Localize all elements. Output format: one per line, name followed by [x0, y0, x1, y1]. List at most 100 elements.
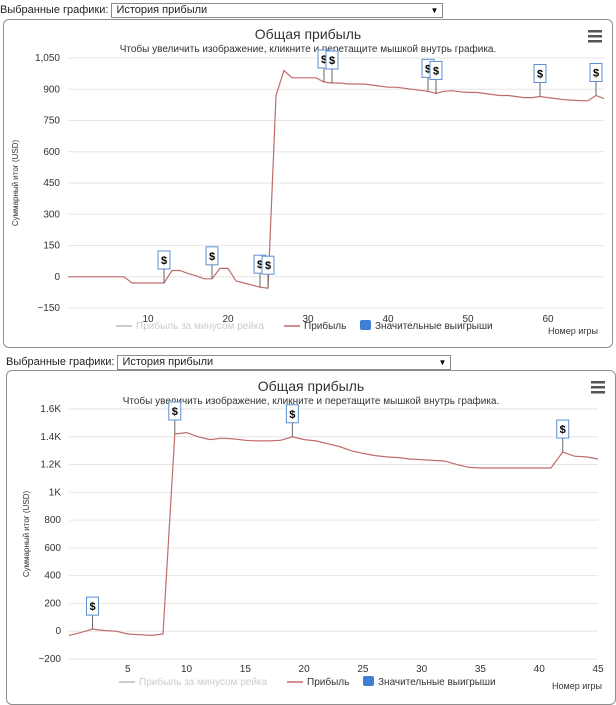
flag-box — [325, 50, 339, 70]
chart-title: Общая прибыль — [255, 26, 361, 42]
chart-selector-row-2: Выбранные графики: История прибыли ▼ — [6, 353, 452, 371]
chevron-down-icon: ▼ — [438, 357, 447, 367]
y-tick-label: 900 — [43, 84, 60, 95]
chart-selector-row-1: Выбранные графики: История прибыли ▼ — [0, 1, 444, 19]
flag-label: $ — [321, 54, 327, 66]
flag-label: $ — [593, 68, 599, 80]
flag-label: $ — [425, 63, 431, 75]
hamburger-menu-icon[interactable] — [591, 381, 605, 394]
y-axis-title: Суммарный итог (USD) — [11, 140, 20, 227]
y-tick-label: 400 — [44, 571, 61, 582]
x-tick-label: 45 — [592, 664, 604, 675]
y-tick-label: 300 — [43, 209, 60, 220]
menu-bar — [591, 386, 605, 389]
legend-item-big-wins[interactable]: Значительные выигрыши — [363, 676, 496, 688]
big-win-flag[interactable]: $ — [325, 50, 339, 83]
y-tick-label: 1K — [49, 487, 62, 498]
big-win-flag[interactable]: $ — [533, 64, 547, 97]
flag-label: $ — [560, 424, 566, 436]
flag-label: $ — [89, 601, 95, 613]
profit-series-line — [68, 431, 599, 637]
x-tick-label: 35 — [475, 664, 487, 675]
y-tick-label: 800 — [44, 515, 61, 526]
x-axis-title: Номер игры — [552, 681, 602, 691]
x-tick-label: 10 — [181, 664, 193, 675]
legend-item-profit[interactable]: Прибыль — [287, 676, 349, 688]
flag-box — [589, 63, 603, 82]
chart-select-dropdown[interactable]: История прибыли ▼ — [117, 354, 452, 370]
chevron-down-icon: ▼ — [430, 5, 439, 15]
big-win-flag[interactable]: $ — [589, 63, 603, 96]
big-win-flag[interactable]: $ — [285, 404, 299, 437]
y-tick-label: 200 — [44, 598, 61, 609]
x-tick-label: 30 — [302, 314, 314, 325]
y-tick-label: 600 — [44, 543, 61, 554]
menu-bar — [588, 40, 602, 43]
flag-label: $ — [537, 69, 543, 81]
legend-label: Прибыль — [304, 320, 346, 332]
menu-bar — [588, 30, 602, 33]
y-tick-label: 450 — [43, 178, 60, 189]
flag-label: $ — [433, 65, 439, 77]
flag-box — [261, 255, 275, 275]
legend-item-rake[interactable]: Прибыль за минусом рейка — [116, 320, 265, 332]
chart-subtitle: Чтобы увеличить изображение, кликните и … — [120, 43, 497, 55]
hamburger-menu-icon[interactable] — [588, 30, 602, 43]
legend-item-rake[interactable]: Прибыль за минусом рейка — [119, 676, 268, 688]
flag-box — [205, 246, 219, 266]
flag-label: $ — [329, 55, 335, 67]
flag-label: $ — [161, 255, 167, 267]
legend-square-marker — [360, 320, 371, 330]
legend-label: Прибыль за минусом рейка — [139, 676, 268, 688]
flag-label: $ — [209, 251, 215, 263]
y-tick-label: 1,050 — [35, 53, 60, 64]
flag-box — [86, 596, 100, 616]
big-win-flag[interactable]: $ — [261, 255, 275, 289]
x-tick-label: 30 — [416, 664, 428, 675]
menu-bar — [591, 381, 605, 384]
flag-box — [168, 401, 182, 421]
x-tick-label: 20 — [299, 664, 311, 675]
legend-label: Значительные выигрыши — [375, 321, 493, 332]
y-tick-label: 750 — [43, 116, 60, 127]
legend-label: Прибыль за минусом рейка — [136, 320, 265, 332]
flag-label: $ — [289, 409, 295, 421]
y-tick-label: 600 — [43, 147, 60, 158]
flag-label: $ — [265, 260, 271, 272]
legend-square-marker — [363, 676, 374, 686]
big-win-flag[interactable]: $ — [157, 250, 171, 283]
chart-svg: −200 0 200 400 600 800 1K 1.2K 1.4K 1.6K 5 10 15 20 25… — [22, 378, 605, 691]
y-tick-label: −150 — [37, 303, 60, 314]
menu-bar — [591, 391, 605, 394]
big-win-flag[interactable]: $ — [556, 419, 570, 453]
x-tick-label: 15 — [240, 664, 252, 675]
x-tick-label: 25 — [357, 664, 369, 675]
chart-select-dropdown[interactable]: История прибыли ▼ — [111, 2, 444, 18]
y-axis-title: Суммарный итог (USD) — [22, 491, 31, 578]
y-tick-label: 1.2K — [40, 460, 61, 471]
x-tick-label: 50 — [462, 314, 474, 325]
big-win-flag[interactable]: $ — [205, 246, 219, 279]
legend-label: Значительные выигрыши — [378, 677, 496, 688]
profit-series-line — [68, 69, 605, 289]
flag-label: $ — [257, 259, 263, 271]
chart-selector-label: Выбранные графики: — [6, 356, 115, 368]
big-win-flag[interactable]: $ — [168, 401, 182, 434]
x-tick-label: 10 — [142, 314, 154, 325]
legend-item-big-wins[interactable]: Значительные выигрыши — [360, 320, 493, 332]
x-axis-title: Номер игры — [548, 326, 598, 336]
flag-box — [429, 60, 443, 80]
chart-subtitle: Чтобы увеличить изображение, кликните и … — [123, 395, 500, 407]
chart-select-value: История прибыли — [122, 356, 214, 368]
y-tick-label: 1.6K — [40, 404, 61, 415]
menu-bar — [588, 35, 602, 38]
flag-box — [533, 64, 547, 84]
flag-box — [285, 404, 299, 424]
legend-item-profit[interactable]: Прибыль — [284, 320, 346, 332]
y-tick-label: 0 — [55, 626, 61, 637]
big-win-flag[interactable]: $ — [86, 596, 100, 630]
chart-panel-2: −200 0 200 400 600 800 1K 1.2K 1.4K 1.6K 5 10 15 20 25… — [6, 370, 616, 705]
big-win-flag[interactable]: $ — [429, 60, 443, 94]
x-tick-label: 60 — [542, 314, 554, 325]
y-tick-label: −200 — [38, 654, 61, 665]
